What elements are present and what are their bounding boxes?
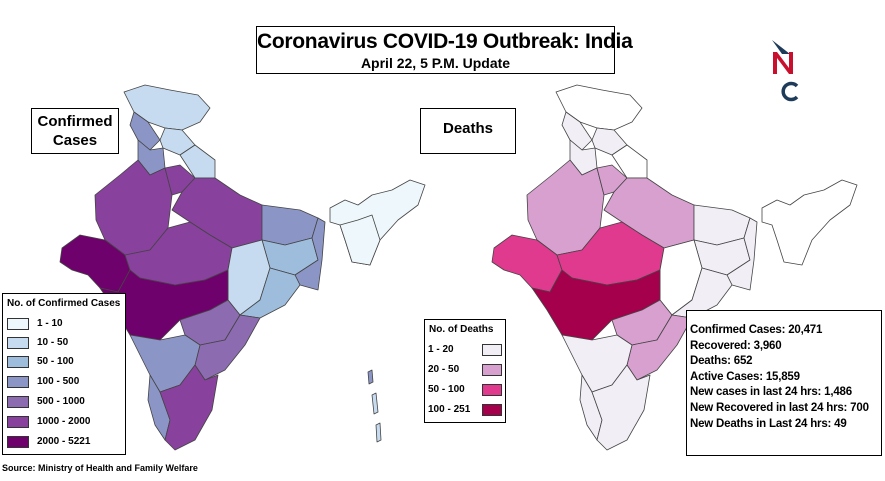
stat-recovered: Recovered: 3,960	[690, 339, 881, 355]
legend-swatch	[7, 318, 29, 330]
legend-range: 50 - 100	[428, 384, 465, 396]
legend-swatch	[482, 384, 502, 396]
stat-new-cases: New cases in last 24 hrs: 1,486	[690, 385, 881, 401]
legend-item: 100 - 500	[7, 376, 123, 390]
stat-new-recovered: New Recovered in last 24 hrs: 700	[690, 401, 881, 417]
legend-swatch	[482, 364, 502, 376]
legend-item: 500 - 1000	[7, 396, 123, 410]
legend-range: 100 - 251	[428, 404, 470, 416]
legend-item: 50 - 100	[428, 384, 504, 398]
legend-swatch	[7, 376, 29, 388]
legend-swatch	[7, 396, 29, 408]
stat-active: Active Cases: 15,859	[690, 370, 881, 386]
stat-new-deaths: New Deaths in Last 24 hrs: 49	[690, 417, 881, 433]
legend-range: 50 - 100	[37, 356, 74, 368]
legend-range: 1 - 10	[37, 318, 63, 330]
deaths-legend: No. of Deaths 1 - 20 20 - 50 50 - 100 10…	[424, 319, 506, 423]
legend-swatch	[7, 356, 29, 368]
legend-swatch	[7, 416, 29, 428]
legend-swatch	[482, 404, 502, 416]
legend-item: 1 - 20	[428, 344, 504, 358]
confirmed-legend-title: No. of Confirmed Cases	[7, 298, 125, 309]
stats-box: Confirmed Cases: 20,471 Recovered: 3,960…	[686, 310, 882, 456]
legend-swatch	[482, 344, 502, 356]
legend-swatch	[7, 337, 29, 349]
legend-range: 2000 - 5221	[37, 436, 90, 448]
legend-range: 100 - 500	[37, 376, 79, 388]
legend-item: 10 - 50	[7, 337, 123, 351]
legend-swatch	[7, 436, 29, 448]
legend-item: 1 - 10	[7, 318, 123, 332]
legend-range: 500 - 1000	[37, 396, 85, 408]
legend-item: 2000 - 5221	[7, 436, 123, 450]
legend-range: 1 - 20	[428, 344, 454, 356]
stat-deaths: Deaths: 652	[690, 354, 881, 370]
stat-confirmed: Confirmed Cases: 20,471	[690, 323, 881, 339]
legend-item: 100 - 251	[428, 404, 504, 418]
deaths-legend-title: No. of Deaths	[429, 324, 505, 335]
source-note: Source: Ministry of Health and Family We…	[2, 463, 198, 473]
legend-item: 20 - 50	[428, 364, 504, 378]
legend-item: 1000 - 2000	[7, 416, 123, 430]
legend-item: 50 - 100	[7, 356, 123, 370]
confirmed-legend: No. of Confirmed Cases 1 - 10 10 - 50 50…	[2, 293, 126, 455]
legend-range: 20 - 50	[428, 364, 459, 376]
legend-range: 1000 - 2000	[37, 416, 90, 428]
legend-range: 10 - 50	[37, 337, 68, 349]
